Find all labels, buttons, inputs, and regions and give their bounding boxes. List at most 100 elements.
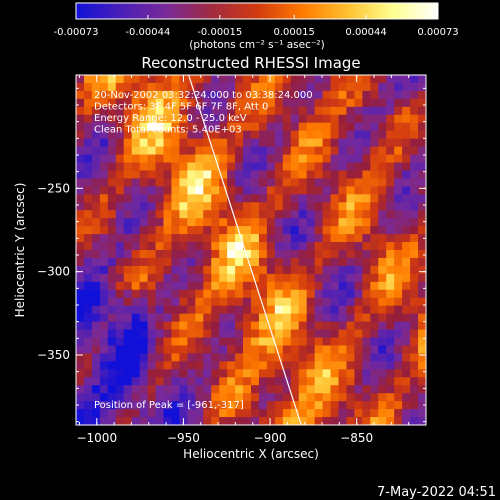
heatmap-cell — [187, 218, 196, 227]
heatmap-cell — [131, 130, 141, 140]
heatmap-cell — [362, 90, 371, 100]
heatmap-cell — [83, 401, 93, 410]
heatmap-cell — [251, 122, 260, 132]
heatmap-cell — [330, 202, 340, 211]
heatmap-cell — [410, 369, 419, 378]
heatmap-cell — [298, 138, 308, 148]
heatmap-cell — [298, 369, 308, 378]
heatmap-cell — [258, 329, 268, 339]
heatmap-cell — [338, 289, 348, 299]
heatmap-cell — [107, 353, 117, 362]
heatmap-cell — [155, 242, 165, 251]
heatmap-cell — [322, 313, 332, 323]
heatmap-cell — [346, 337, 356, 347]
heatmap-cell — [243, 409, 252, 418]
heatmap-cell — [131, 329, 141, 339]
heatmap-cell — [386, 194, 395, 203]
heatmap-cell — [76, 417, 85, 425]
heatmap-cell — [362, 210, 371, 219]
heatmap-cell — [139, 82, 149, 92]
heatmap-cell — [266, 98, 276, 108]
heatmap-cell — [258, 114, 268, 124]
heatmap-cell — [274, 82, 284, 92]
heatmap-cell — [171, 90, 181, 100]
heatmap-cell — [298, 154, 308, 164]
heatmap-cell — [115, 202, 125, 211]
heatmap-cell — [76, 337, 85, 347]
heatmap-cell — [203, 178, 212, 187]
heatmap-cell — [155, 417, 165, 425]
heatmap-cell — [83, 305, 93, 315]
heatmap-cell — [211, 401, 220, 410]
heatmap-cell — [227, 297, 236, 307]
heatmap-cell — [139, 257, 149, 267]
heatmap-cell — [227, 98, 236, 108]
heatmap-cell — [266, 242, 276, 251]
heatmap-cell — [83, 417, 93, 425]
heatmap-cell — [115, 401, 125, 410]
heatmap-cell — [402, 393, 411, 402]
heatmap-cell — [354, 154, 363, 164]
heatmap-cell — [179, 250, 188, 259]
heatmap-cell — [163, 130, 173, 140]
heatmap-cell — [258, 154, 268, 164]
heatmap-cell — [346, 297, 356, 307]
heatmap-cell — [83, 297, 93, 307]
heatmap-cell — [107, 401, 117, 410]
x-tick-label: −850 — [340, 431, 373, 445]
heatmap-cell — [91, 226, 101, 235]
heatmap-cell — [235, 401, 244, 410]
heatmap-cell — [251, 154, 260, 164]
heatmap-cell — [76, 401, 85, 410]
heatmap-cell — [410, 75, 419, 84]
heatmap-cell — [139, 98, 149, 108]
heatmap-cell — [171, 409, 181, 418]
heatmap-cell — [243, 345, 252, 355]
heatmap-cell — [235, 313, 244, 323]
heatmap-cell — [362, 178, 371, 187]
heatmap-cell — [290, 162, 300, 172]
heatmap-cell — [322, 226, 332, 235]
heatmap-cell — [211, 409, 220, 418]
heatmap-cell — [203, 154, 212, 164]
heatmap-cell — [330, 393, 340, 402]
heatmap-cell — [195, 417, 204, 425]
heatmap-cell — [211, 361, 220, 370]
heatmap-cell — [410, 234, 419, 243]
heatmap-cell — [338, 313, 348, 323]
heatmap-cell — [147, 98, 157, 108]
heatmap-cell — [274, 186, 284, 195]
heatmap-cell — [274, 369, 284, 378]
heatmap-cell — [131, 417, 141, 425]
heatmap-cell — [274, 194, 284, 203]
heatmap-cell — [107, 98, 117, 108]
heatmap-cell — [418, 337, 426, 347]
heatmap-cell — [187, 114, 196, 124]
heatmap-cell — [115, 82, 125, 92]
heatmap-cell — [346, 273, 356, 283]
heatmap-cell — [243, 122, 252, 132]
heatmap-cell — [187, 90, 196, 100]
heatmap-cell — [227, 122, 236, 132]
heatmap-cell — [274, 210, 284, 219]
heatmap-cell — [418, 90, 426, 100]
heatmap-cell — [83, 273, 93, 283]
heatmap-cell — [362, 146, 371, 156]
heatmap-cell — [258, 353, 268, 362]
heatmap-cell — [147, 361, 157, 370]
heatmap-cell — [306, 170, 316, 180]
heatmap-cell — [314, 321, 324, 331]
heatmap-cell — [131, 154, 141, 164]
heatmap-cell — [163, 281, 173, 291]
heatmap-cell — [99, 114, 109, 124]
heatmap-cell — [314, 305, 324, 315]
heatmap-cell — [410, 178, 419, 187]
heatmap-cell — [155, 337, 165, 347]
heatmap-cell — [274, 162, 284, 172]
heatmap-cell — [83, 242, 93, 251]
heatmap-cell — [179, 106, 188, 116]
heatmap-cell — [219, 281, 228, 291]
heatmap-cell — [298, 162, 308, 172]
heatmap-cell — [123, 265, 133, 275]
heatmap-cell — [187, 242, 196, 251]
